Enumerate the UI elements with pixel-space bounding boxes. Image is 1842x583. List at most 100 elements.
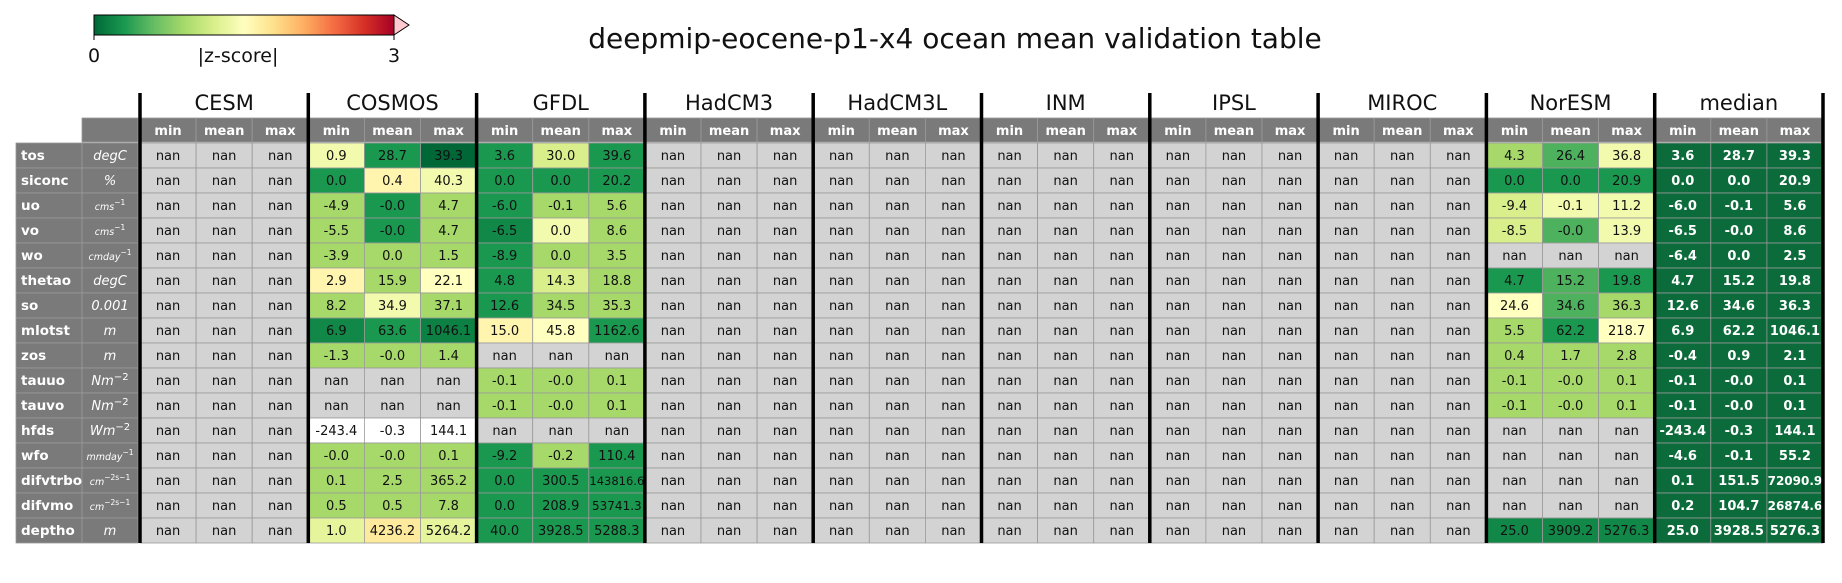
stat-header-cell — [700, 117, 758, 143]
table-cell — [700, 317, 758, 344]
cell-value-cosmos-tauuo-min: nan — [324, 374, 348, 389]
chart-title: deepmip-eocene-p1-x4 ocean mean validati… — [588, 22, 1322, 55]
cell-value-noresm-tauvo-min: -0.1 — [1502, 399, 1527, 414]
stat-header-min: min — [1164, 124, 1191, 139]
cell-value-median-siconc-max: 20.9 — [1779, 174, 1811, 189]
cell-value-ipsl-tauvo-mean: nan — [1222, 399, 1246, 414]
stat-header-min: min — [659, 124, 686, 139]
cell-value-ipsl-uo-min: nan — [1166, 199, 1190, 214]
table-cell — [925, 417, 982, 444]
cell-value-inm-so-min: nan — [997, 299, 1021, 314]
cell-value-inm-tauvo-mean: nan — [1053, 399, 1077, 414]
cell-value-inm-hfds-mean: nan — [1053, 424, 1077, 439]
stat-header-mean: mean — [204, 124, 244, 139]
cell-value-cesm-mlotst-mean: nan — [212, 324, 236, 339]
stat-header-cell — [1205, 117, 1263, 143]
stat-header-mean: mean — [877, 124, 917, 139]
cell-value-noresm-vo-mean: -0.0 — [1558, 224, 1583, 239]
cell-value-cosmos-so-max: 37.1 — [434, 299, 463, 314]
cell-value-gfdl-vo-min: -6.5 — [492, 224, 517, 239]
cell-value-inm-difvtrbo-min: nan — [997, 474, 1021, 489]
variable-label-zos: zos — [21, 348, 46, 364]
cell-value-noresm-so-max: 36.3 — [1612, 299, 1641, 314]
table-cell — [1598, 167, 1656, 194]
cell-value-miroc-difvtrbo-mean: nan — [1390, 474, 1414, 489]
cell-value-inm-deptho-mean: nan — [1053, 524, 1077, 539]
cell-value-ipsl-wo-mean: nan — [1222, 249, 1246, 264]
cell-value-miroc-zos-mean: nan — [1390, 349, 1414, 364]
cell-value-gfdl-so-min: 12.6 — [490, 299, 519, 314]
cell-value-cesm-tos-max: nan — [268, 149, 292, 164]
cell-value-hadcm3-vo-max: nan — [773, 224, 797, 239]
cell-value-cosmos-difvmo-mean: 0.5 — [382, 499, 403, 514]
cell-value-noresm-difvtrbo-max: nan — [1614, 474, 1638, 489]
cell-value-cesm-difvmo-mean: nan — [212, 499, 236, 514]
table-cell — [363, 467, 421, 494]
unit-label-zos: m — [104, 349, 117, 364]
table-cell — [195, 517, 253, 544]
cell-value-cesm-difvtrbo-mean: nan — [212, 474, 236, 489]
cell-value-hadcm3l-difvmo-mean: nan — [885, 499, 909, 514]
stat-header-cell — [756, 117, 814, 143]
table-cell — [363, 442, 421, 469]
cell-value-median-thetao-max: 19.8 — [1779, 274, 1811, 289]
cell-value-hadcm3-uo-min: nan — [661, 199, 685, 214]
table-cell — [195, 467, 253, 494]
table-cell — [1093, 317, 1151, 344]
cell-value-cosmos-vo-mean: -0.0 — [380, 224, 405, 239]
cell-value-hadcm3-siconc-mean: nan — [717, 174, 741, 189]
table-cell — [1766, 367, 1824, 394]
table-cell — [251, 467, 309, 494]
cell-value-miroc-difvmo-max: nan — [1446, 499, 1470, 514]
cell-value-noresm-uo-min: -9.4 — [1502, 199, 1527, 214]
cell-value-cesm-wo-max: nan — [268, 249, 292, 264]
table-cell — [868, 467, 926, 494]
cell-value-median-siconc-min: 0.0 — [1671, 174, 1694, 189]
table-cell — [644, 217, 702, 244]
cell-value-gfdl-mlotst-min: 15.0 — [490, 324, 519, 339]
cell-value-hadcm3-difvmo-max: nan — [773, 499, 797, 514]
unit-label-uo: cms−1 — [95, 198, 126, 213]
cell-value-inm-tauvo-max: nan — [1110, 399, 1134, 414]
table-cell — [868, 317, 926, 344]
cell-value-noresm-wfo-max: nan — [1614, 449, 1638, 464]
table-cell — [1542, 467, 1599, 494]
cell-value-noresm-hfds-mean: nan — [1558, 424, 1582, 439]
table-cell — [868, 367, 926, 394]
cell-value-ipsl-zos-min: nan — [1166, 349, 1190, 364]
cell-value-noresm-thetao-max: 19.8 — [1612, 274, 1641, 289]
cell-value-cesm-siconc-max: nan — [268, 174, 292, 189]
unit-base: % — [104, 174, 116, 189]
cell-value-noresm-uo-max: 11.2 — [1612, 199, 1641, 214]
cell-value-cosmos-hfds-mean: -0.3 — [380, 424, 405, 439]
cell-value-cesm-hfds-max: nan — [268, 424, 292, 439]
cell-value-cesm-difvmo-min: nan — [156, 499, 180, 514]
cell-value-hadcm3-tauuo-min: nan — [661, 374, 685, 389]
table-cell — [1205, 242, 1263, 269]
cell-value-inm-wo-mean: nan — [1053, 249, 1077, 264]
cell-value-inm-uo-mean: nan — [1053, 199, 1077, 214]
unit-base: cms — [95, 227, 114, 238]
table-cell — [476, 367, 534, 394]
stat-header-cell — [1766, 117, 1824, 143]
cell-value-cesm-tos-mean: nan — [212, 149, 236, 164]
colorbar-tick-min: 0 — [88, 45, 100, 67]
table-cell — [1542, 492, 1599, 519]
stat-header-min: min — [1669, 124, 1696, 139]
cell-value-miroc-mlotst-min: nan — [1334, 324, 1358, 339]
cell-value-cosmos-hfds-max: 144.1 — [430, 424, 467, 439]
table-cell — [1037, 492, 1095, 519]
cell-value-hadcm3-tos-mean: nan — [717, 149, 741, 164]
cell-value-hadcm3l-tauvo-mean: nan — [885, 399, 909, 414]
table-cell — [139, 417, 197, 444]
table-cell — [1373, 242, 1431, 269]
cell-value-inm-wo-max: nan — [1110, 249, 1134, 264]
stat-header-mean: mean — [709, 124, 749, 139]
cell-value-cesm-difvtrbo-min: nan — [156, 474, 180, 489]
cell-value-miroc-deptho-min: nan — [1334, 524, 1358, 539]
cell-value-cosmos-wo-mean: 0.0 — [382, 249, 403, 264]
cell-value-hadcm3l-so-mean: nan — [885, 299, 909, 314]
cell-value-median-tauuo-max: 0.1 — [1783, 374, 1806, 389]
cell-value-noresm-tauvo-max: 0.1 — [1616, 399, 1637, 414]
cell-value-miroc-thetao-mean: nan — [1390, 274, 1414, 289]
